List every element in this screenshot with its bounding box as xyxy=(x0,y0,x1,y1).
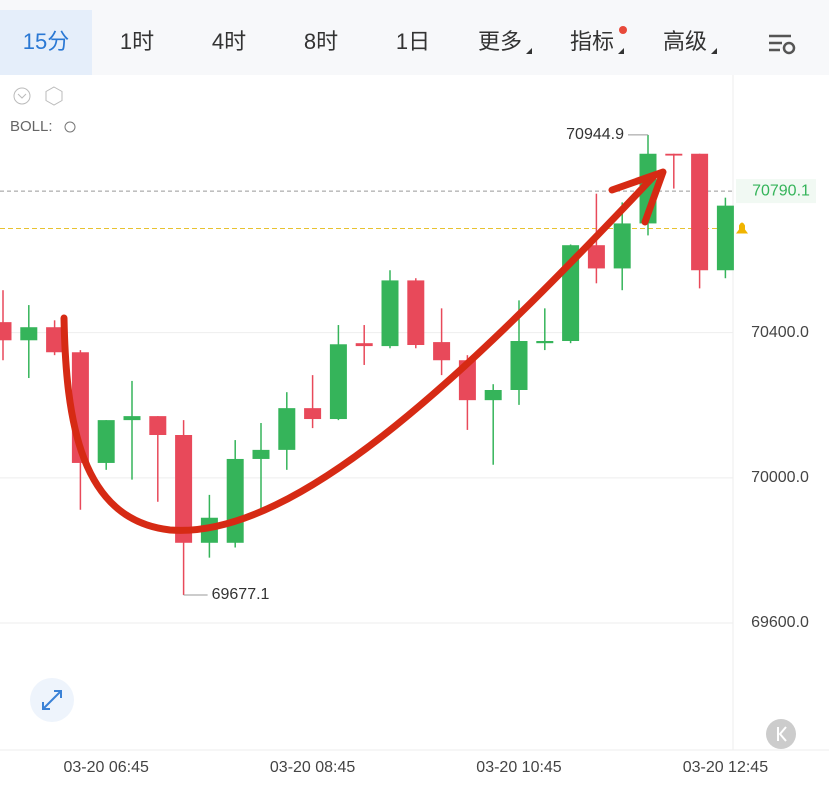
hand-drawn-arrow xyxy=(60,171,659,534)
candle-body xyxy=(407,280,425,345)
y-tick-label: 70400.0 xyxy=(751,324,809,341)
dropdown-triangle xyxy=(618,48,624,54)
x-tick-label: 03-20 08:45 xyxy=(270,759,356,776)
tab[interactable]: 高级 xyxy=(663,29,707,54)
expand-icon xyxy=(42,690,62,710)
candle-body xyxy=(226,458,244,543)
candle-body xyxy=(252,449,270,459)
marks: 69600.0 70000.0 70400.0 03-20 06:45 03-20 08… xyxy=(0,126,816,776)
tabs: 15分 1时 4时 8时 1日 更多 指标 高级 xyxy=(23,26,717,54)
tab[interactable]: 8时 xyxy=(304,29,338,54)
tab[interactable]: 更多 xyxy=(478,29,522,54)
indicator-label: BOLL: xyxy=(10,118,53,135)
arrow-head xyxy=(608,168,667,226)
candle-body xyxy=(691,153,709,271)
settings-hex[interactable] xyxy=(45,86,63,106)
tab-bar xyxy=(0,0,829,75)
y-tick-label: 69600.0 xyxy=(751,614,809,631)
tab[interactable]: 1时 xyxy=(120,29,154,54)
candle-body xyxy=(536,341,554,344)
dropdown-triangle xyxy=(526,48,532,54)
eye-icon[interactable] xyxy=(64,121,76,133)
candle-body xyxy=(484,390,502,401)
candle-body xyxy=(381,280,399,347)
active-tab-bg xyxy=(0,10,92,75)
tab[interactable]: 指标 xyxy=(570,29,614,54)
scroll-end-icon xyxy=(777,726,787,742)
candle-body xyxy=(175,435,193,543)
settings-icon[interactable] xyxy=(769,34,796,55)
y-tick-label: 70000.0 xyxy=(751,469,809,486)
tab[interactable]: 1日 xyxy=(396,29,430,54)
last-price-label: 70790.1 xyxy=(752,182,810,199)
candle-body xyxy=(613,223,631,269)
candle-body xyxy=(0,322,12,341)
alert-bell xyxy=(736,222,748,234)
candle-body xyxy=(716,205,734,271)
candle-body xyxy=(149,416,167,435)
tab[interactable]: 4时 xyxy=(212,29,246,54)
dropdown-triangle xyxy=(711,48,717,54)
high-marker-label: 70944.9 xyxy=(566,126,624,143)
candle-body xyxy=(587,245,605,269)
notice-dot xyxy=(619,26,627,34)
candle-body xyxy=(97,420,115,463)
x-tick-label: 03-20 06:45 xyxy=(63,759,149,776)
candle-body xyxy=(123,416,141,421)
low-marker-label: 69677.1 xyxy=(212,586,270,603)
candle-body xyxy=(304,408,322,420)
candle-body xyxy=(20,327,38,341)
candle-body xyxy=(665,153,683,156)
tab[interactable]: 15分 xyxy=(23,29,69,54)
candle-body xyxy=(510,341,528,390)
candle-body xyxy=(278,408,296,450)
x-tick-label: 03-20 12:45 xyxy=(683,759,769,776)
last-price-tag-bg xyxy=(736,179,816,204)
candle-body xyxy=(433,342,451,361)
candle-body xyxy=(46,327,64,353)
x-tick-label: 03-20 10:45 xyxy=(476,759,562,776)
collapse-chevron xyxy=(17,93,27,99)
collapse-icon[interactable] xyxy=(13,87,31,105)
candle-body xyxy=(329,344,347,420)
candle-body xyxy=(355,343,373,347)
